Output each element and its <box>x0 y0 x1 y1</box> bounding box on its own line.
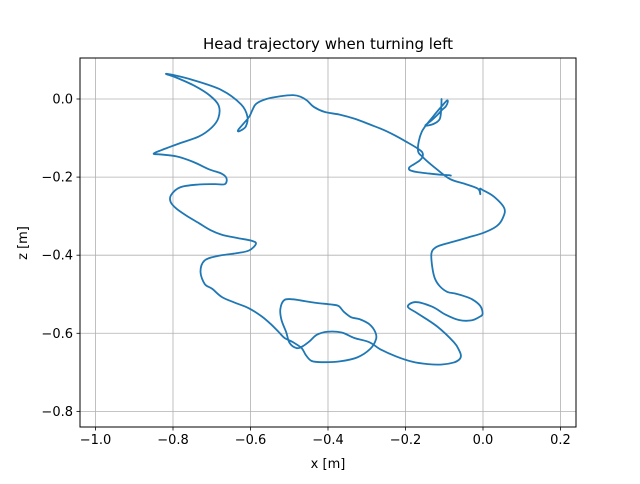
x-axis-label: x [m] <box>311 457 346 472</box>
x-tick-label: −0.6 <box>235 433 267 448</box>
y-axis-label: z [m] <box>16 226 31 260</box>
y-tick-label: −0.8 <box>41 405 73 420</box>
grid <box>80 58 576 427</box>
chart-title: Head trajectory when turning left <box>203 35 453 53</box>
x-tick-label: −0.4 <box>312 433 344 448</box>
x-tick-label: −0.8 <box>157 433 189 448</box>
ticks: −1.0 −0.8 −0.6 −0.4 −0.2 0.0 0.2 0.0 −0.2 −0.4 −0.… <box>41 93 570 449</box>
x-tick-label: −1.0 <box>80 433 112 448</box>
y-tick-label: −0.4 <box>41 249 73 264</box>
plot-data <box>152 72 506 366</box>
x-tick-label: 0.0 <box>473 433 494 448</box>
x-tick-label: −0.2 <box>390 433 422 448</box>
y-tick-label: −0.2 <box>41 171 73 186</box>
trajectory-line <box>152 72 506 366</box>
x-tick-label: 0.2 <box>550 433 571 448</box>
y-tick-label: −0.6 <box>41 327 73 342</box>
y-tick-label: 0.0 <box>52 93 73 108</box>
